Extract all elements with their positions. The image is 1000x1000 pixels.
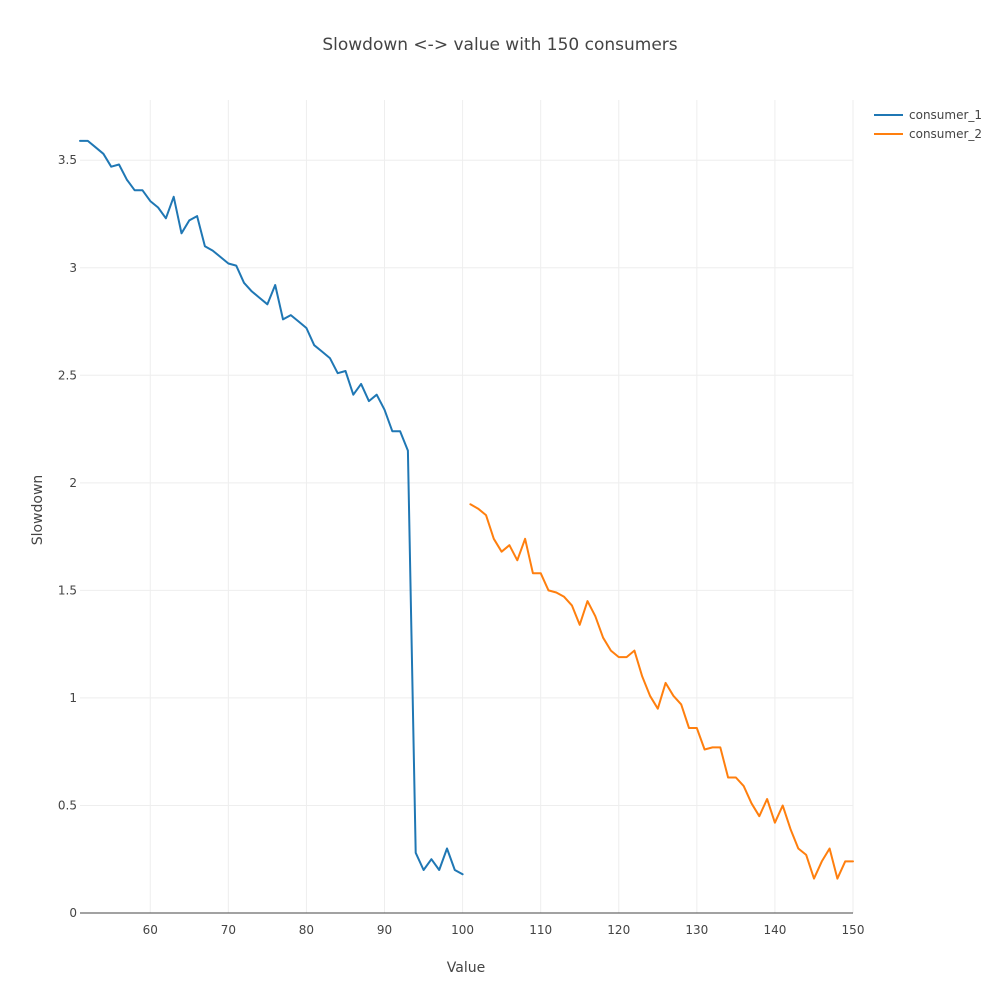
- x-tick-label: 150: [842, 923, 865, 937]
- x-tick-label: 130: [685, 923, 708, 937]
- y-gridlines: [80, 159, 853, 806]
- x-gridlines: [149, 100, 854, 913]
- x-tick-label: 90: [377, 923, 392, 937]
- y-tick-label: 1: [69, 691, 77, 705]
- x-tick-label: 120: [607, 923, 630, 937]
- y-axis-title: Slowdown: [30, 475, 46, 546]
- series-lines: [79, 139, 854, 880]
- series-line-consumer_1: [79, 139, 464, 876]
- x-axis-title: Value: [447, 960, 485, 976]
- y-tick-label: 3.5: [58, 153, 77, 167]
- legend-item-consumer_1[interactable]: consumer_1: [874, 108, 982, 122]
- legend-label: consumer_2: [909, 127, 982, 141]
- y-tick-label: 0.5: [58, 798, 77, 812]
- x-tick-labels: 60 70 80 90 100 110 120 130 140 150: [143, 923, 865, 937]
- x-tick-label: 80: [299, 923, 314, 937]
- y-tick-label: 2.5: [58, 368, 77, 382]
- y-tick-labels: 0 0.5 1 1.5 2 2.5 3 3.5: [58, 153, 77, 920]
- y-tick-label: 0: [69, 906, 77, 920]
- x-tick-label: 60: [143, 923, 158, 937]
- y-tick-label: 3: [69, 261, 77, 275]
- y-tick-label: 1.5: [58, 583, 77, 597]
- legend: consumer_1 consumer_2: [874, 108, 982, 141]
- chart-title: Slowdown <-> value with 150 consumers: [322, 35, 677, 55]
- x-tick-label: 70: [221, 923, 236, 937]
- x-tick-label: 140: [763, 923, 786, 937]
- y-tick-label: 2: [69, 476, 77, 490]
- series-line-consumer_2: [469, 503, 854, 880]
- x-tick-label: 100: [451, 923, 474, 937]
- x-tick-label: 110: [529, 923, 552, 937]
- legend-item-consumer_2[interactable]: consumer_2: [874, 127, 982, 141]
- legend-label: consumer_1: [909, 108, 982, 122]
